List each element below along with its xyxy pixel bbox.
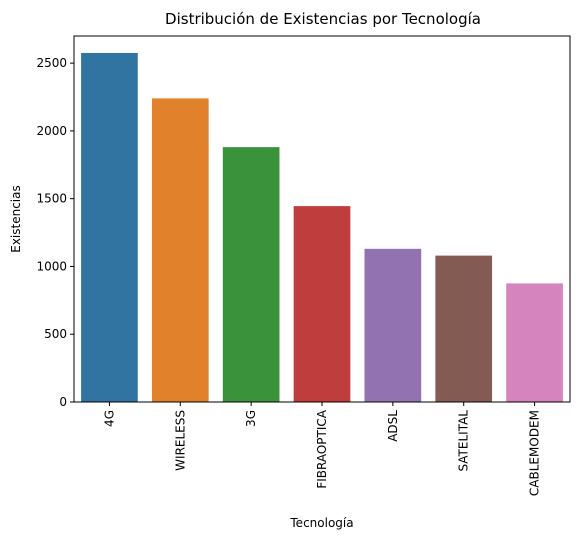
- y-axis-ticks: 0 500 1000 1500 2000 2500: [36, 56, 74, 409]
- y-tick-label: 1000: [36, 259, 67, 273]
- y-axis-label: Existencias: [9, 185, 23, 253]
- y-tick-label: 1500: [36, 192, 67, 206]
- x-tick-label: FIBRAOPTICA: [315, 409, 329, 488]
- bar-cablemodem: [506, 283, 563, 402]
- bar-satelital: [435, 255, 493, 402]
- x-tick-label: SATELITAL: [457, 410, 471, 472]
- bar-3g: [222, 147, 280, 402]
- plot-area-frame: [73, 35, 571, 403]
- x-tick-label: WIRELESS: [173, 410, 187, 471]
- y-tick-label: 2500: [36, 56, 67, 70]
- y-tick-label: 500: [44, 327, 67, 341]
- x-tick-label: CABLEMODEM: [528, 410, 542, 496]
- bar-adsl: [364, 248, 422, 402]
- bar-fibraoptica: [293, 206, 351, 402]
- bar-wireless: [151, 98, 209, 402]
- x-axis-ticks: 4G WIRELESS 3G FIBRAOPTICA ADSL SATELITAL CABL…: [102, 402, 542, 496]
- chart-title: Distribución de Existencias por Tecnolog…: [165, 10, 481, 28]
- x-axis-label: Tecnología: [289, 516, 353, 530]
- x-tick-label: 4G: [102, 410, 116, 427]
- bars-group: [81, 52, 563, 402]
- y-tick-label: 0: [59, 395, 67, 409]
- y-tick-label: 2000: [36, 124, 67, 138]
- bar-4g: [81, 52, 138, 402]
- x-tick-label: 3G: [244, 410, 258, 427]
- x-tick-label: ADSL: [386, 410, 400, 442]
